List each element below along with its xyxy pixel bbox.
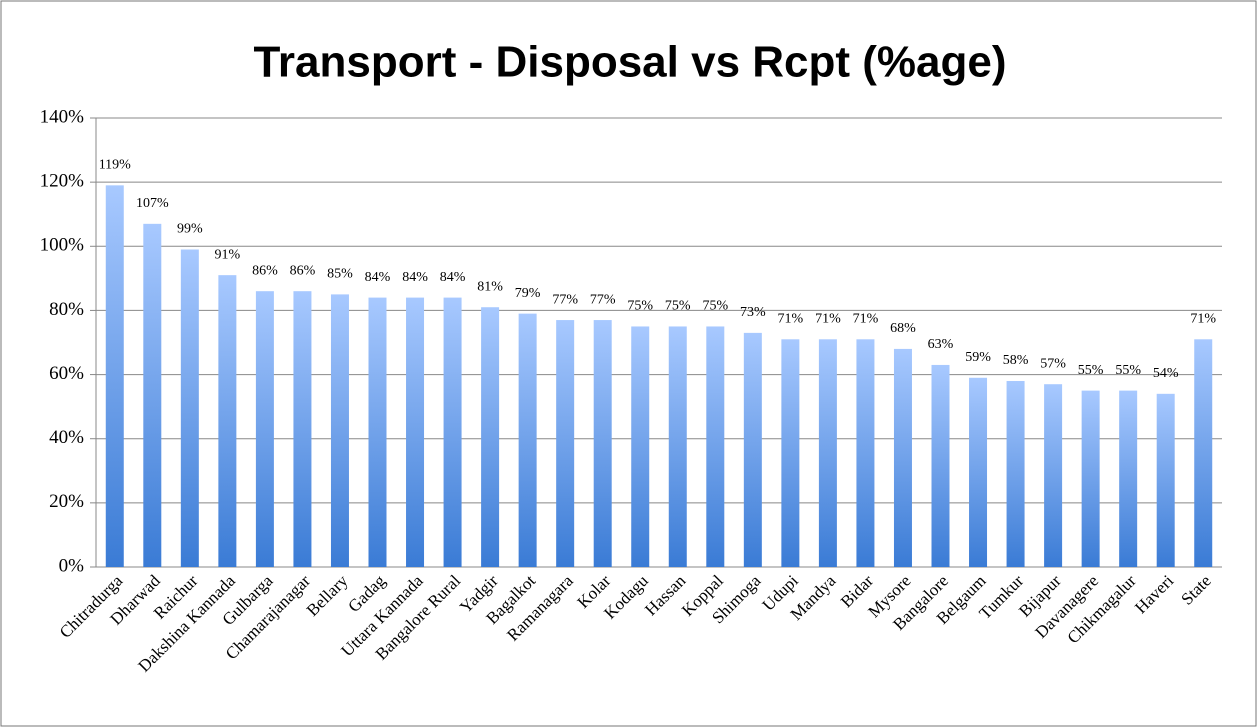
bar <box>105 185 124 567</box>
bar <box>481 307 500 567</box>
bar <box>1006 380 1025 567</box>
bar <box>180 249 199 567</box>
bar <box>330 294 349 567</box>
bar <box>1081 390 1100 567</box>
data-label: 91% <box>215 247 241 262</box>
y-tick-label: 0% <box>59 555 85 576</box>
bar <box>1156 393 1175 567</box>
data-label: 119% <box>99 158 131 173</box>
data-label: 75% <box>627 299 653 314</box>
bar <box>406 297 425 567</box>
bar <box>1119 390 1138 567</box>
bar <box>668 326 687 567</box>
data-label: 99% <box>177 222 203 237</box>
data-label: 58% <box>1003 353 1029 368</box>
y-tick-label: 140% <box>40 106 85 127</box>
bar <box>631 326 650 567</box>
bar <box>1194 339 1213 567</box>
bar <box>893 348 912 567</box>
y-tick-label: 100% <box>40 235 85 256</box>
y-tick-label: 20% <box>49 491 84 512</box>
bar <box>518 313 537 567</box>
y-tick-label: 80% <box>49 299 84 320</box>
bar <box>593 320 612 567</box>
bar <box>706 326 725 567</box>
data-label: 86% <box>290 263 316 278</box>
bar <box>931 364 950 567</box>
data-label: 71% <box>853 312 879 327</box>
data-label: 107% <box>136 196 169 211</box>
bar <box>443 297 462 567</box>
bar <box>969 377 988 567</box>
bar <box>255 291 274 567</box>
data-label: 55% <box>1078 363 1104 378</box>
data-label: 55% <box>1115 363 1141 378</box>
bar <box>781 339 800 567</box>
data-label: 81% <box>477 279 503 294</box>
bar <box>1044 384 1063 567</box>
data-label: 68% <box>890 321 916 336</box>
bar <box>556 320 575 567</box>
data-label: 71% <box>778 312 804 327</box>
bar <box>218 275 237 567</box>
data-label: 84% <box>365 270 391 285</box>
data-label: 79% <box>515 286 541 301</box>
data-label: 63% <box>928 337 954 352</box>
data-label: 75% <box>665 299 691 314</box>
y-tick-label: 60% <box>49 363 84 384</box>
data-label: 54% <box>1153 366 1179 381</box>
bar <box>143 223 162 568</box>
y-tick-label: 40% <box>49 427 84 448</box>
chart-title: Transport - Disposal vs Rcpt (%age) <box>253 38 1006 87</box>
data-label: 71% <box>815 312 841 327</box>
data-label: 86% <box>252 263 278 278</box>
bar <box>368 297 387 567</box>
data-label: 57% <box>1040 356 1066 371</box>
data-label: 77% <box>590 292 616 307</box>
bar <box>743 332 762 567</box>
data-label: 73% <box>740 305 766 320</box>
bar <box>818 339 837 567</box>
bar <box>293 291 312 567</box>
bar <box>856 339 875 567</box>
data-label: 84% <box>402 270 428 285</box>
data-label: 84% <box>440 270 466 285</box>
data-label: 75% <box>702 299 728 314</box>
y-tick-label: 120% <box>40 171 85 192</box>
data-label: 77% <box>552 292 578 307</box>
data-label: 59% <box>965 350 991 365</box>
data-label: 85% <box>327 267 353 282</box>
data-label: 71% <box>1190 312 1216 327</box>
